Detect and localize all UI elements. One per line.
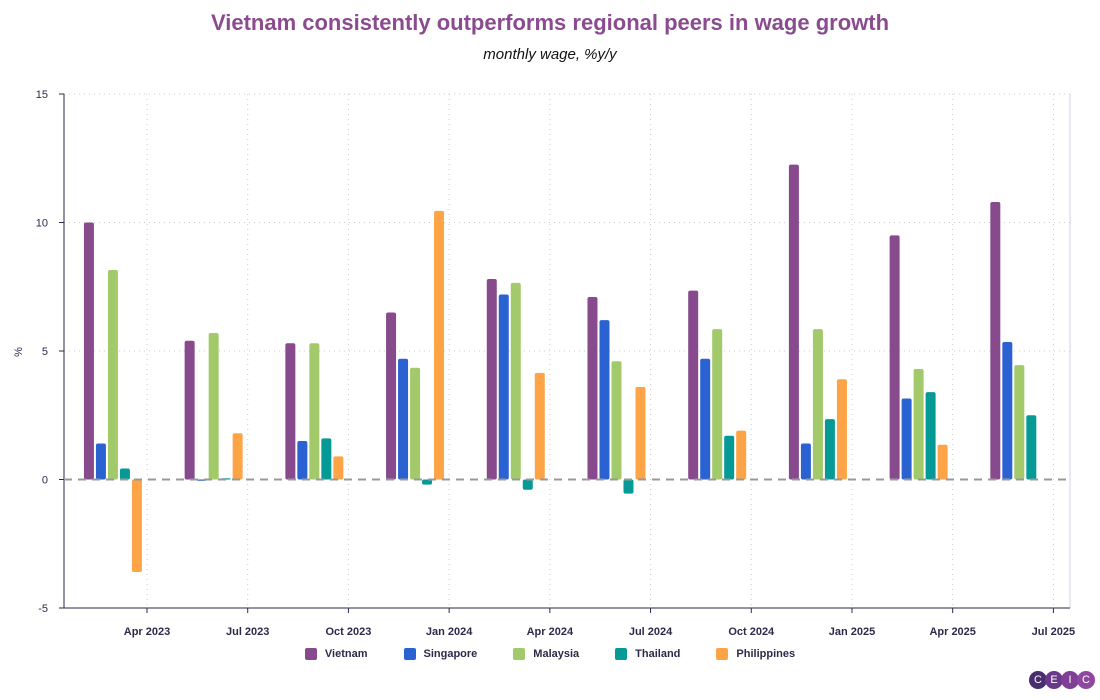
y-tick-label: 0 bbox=[42, 475, 48, 487]
bar-malaysia bbox=[812, 329, 823, 480]
bar-singapore bbox=[800, 443, 811, 480]
bar-singapore bbox=[700, 358, 711, 480]
bar-malaysia bbox=[1014, 365, 1025, 480]
bar-thailand bbox=[321, 438, 332, 480]
bar-singapore bbox=[1002, 342, 1013, 480]
x-tick-label: Oct 2023 bbox=[325, 626, 371, 638]
bar-malaysia bbox=[913, 368, 924, 480]
x-tick-label: Jul 2024 bbox=[629, 626, 673, 638]
legend-item-vietnam[interactable]: Vietnam bbox=[304, 648, 368, 660]
chart-title: Vietnam consistently outperforms regiona… bbox=[210, 10, 890, 35]
chart-subtitle: monthly wage, %y/y bbox=[483, 46, 617, 63]
bar-philippines bbox=[534, 372, 545, 480]
legend-item-singapore[interactable]: Singapore bbox=[403, 648, 478, 660]
legend-label: Malaysia bbox=[533, 648, 580, 660]
y-tick-label: -5 bbox=[38, 603, 48, 615]
bar-malaysia bbox=[510, 282, 521, 480]
legend-label: Vietnam bbox=[324, 648, 368, 660]
x-tick-label: Apr 2023 bbox=[124, 626, 170, 638]
x-tick-label: Jan 2025 bbox=[829, 626, 875, 638]
bar-singapore bbox=[297, 440, 308, 480]
bar-singapore bbox=[498, 294, 509, 480]
bar-vietnam bbox=[83, 222, 94, 480]
logo-letter: E bbox=[1045, 671, 1063, 689]
bar-philippines bbox=[635, 386, 646, 480]
bar-vietnam bbox=[788, 164, 799, 480]
bar-philippines bbox=[937, 444, 948, 480]
bar-vietnam bbox=[184, 340, 195, 480]
legend-item-philippines[interactable]: Philippines bbox=[716, 648, 795, 660]
legend-swatch bbox=[304, 648, 317, 660]
bar-vietnam bbox=[889, 235, 900, 480]
x-tick-label: Apr 2024 bbox=[527, 626, 574, 638]
x-tick-label: Apr 2025 bbox=[929, 626, 975, 638]
bar-singapore bbox=[901, 398, 912, 480]
logo-letter: I bbox=[1061, 671, 1079, 689]
y-tick-label: 10 bbox=[36, 218, 48, 230]
bar-philippines bbox=[131, 479, 142, 573]
bar-philippines bbox=[434, 210, 445, 480]
bar-philippines bbox=[836, 379, 847, 480]
bar-vietnam bbox=[386, 312, 397, 480]
bar-vietnam bbox=[587, 297, 598, 480]
logo-letter: C bbox=[1029, 671, 1047, 689]
bar-malaysia bbox=[309, 343, 320, 480]
bar-malaysia bbox=[208, 333, 219, 480]
y-axis-label: % bbox=[13, 347, 25, 357]
x-tick-label: Jan 2024 bbox=[426, 626, 473, 638]
bar-philippines bbox=[333, 456, 344, 480]
legend-item-thailand[interactable]: Thailand bbox=[615, 648, 680, 660]
bar-singapore bbox=[95, 443, 106, 480]
legend-swatch bbox=[403, 648, 416, 660]
bar-thailand bbox=[925, 392, 936, 480]
legend-swatch bbox=[716, 648, 729, 660]
bar-thailand bbox=[522, 479, 533, 490]
x-tick-label: Jul 2023 bbox=[226, 626, 269, 638]
bar-vietnam bbox=[688, 290, 699, 480]
bar-vietnam bbox=[486, 279, 497, 480]
bar-philippines bbox=[736, 430, 747, 480]
y-tick-label: 5 bbox=[42, 346, 48, 358]
legend-swatch bbox=[513, 648, 526, 660]
legend-item-malaysia[interactable]: Malaysia bbox=[513, 648, 579, 660]
bar-thailand bbox=[422, 479, 433, 485]
bar-malaysia bbox=[410, 367, 421, 480]
bar-malaysia bbox=[107, 270, 118, 480]
bar-thailand bbox=[623, 479, 634, 494]
bar-vietnam bbox=[285, 343, 296, 480]
bar-philippines bbox=[232, 433, 243, 480]
y-tick-label: 15 bbox=[36, 89, 48, 101]
x-tick-label: Jul 2025 bbox=[1032, 626, 1075, 638]
bar-singapore bbox=[599, 320, 610, 480]
bar-thailand bbox=[1026, 415, 1037, 480]
legend: Vietnam Singapore Malaysia Thailand Philippi… bbox=[0, 648, 1100, 660]
bar-malaysia bbox=[611, 361, 622, 480]
bar-malaysia bbox=[712, 329, 723, 480]
legend-label: Thailand bbox=[635, 648, 681, 660]
legend-swatch bbox=[615, 648, 628, 660]
x-tick-label: Oct 2024 bbox=[728, 626, 775, 638]
bar-thailand bbox=[119, 468, 130, 480]
bar-singapore bbox=[398, 358, 409, 480]
bar-thailand bbox=[724, 435, 735, 480]
logo-letter: C bbox=[1077, 671, 1095, 689]
legend-label: Singapore bbox=[423, 648, 478, 660]
bar-vietnam bbox=[990, 201, 1001, 480]
legend-label: Philippines bbox=[736, 648, 796, 660]
bar-thailand bbox=[824, 419, 835, 480]
